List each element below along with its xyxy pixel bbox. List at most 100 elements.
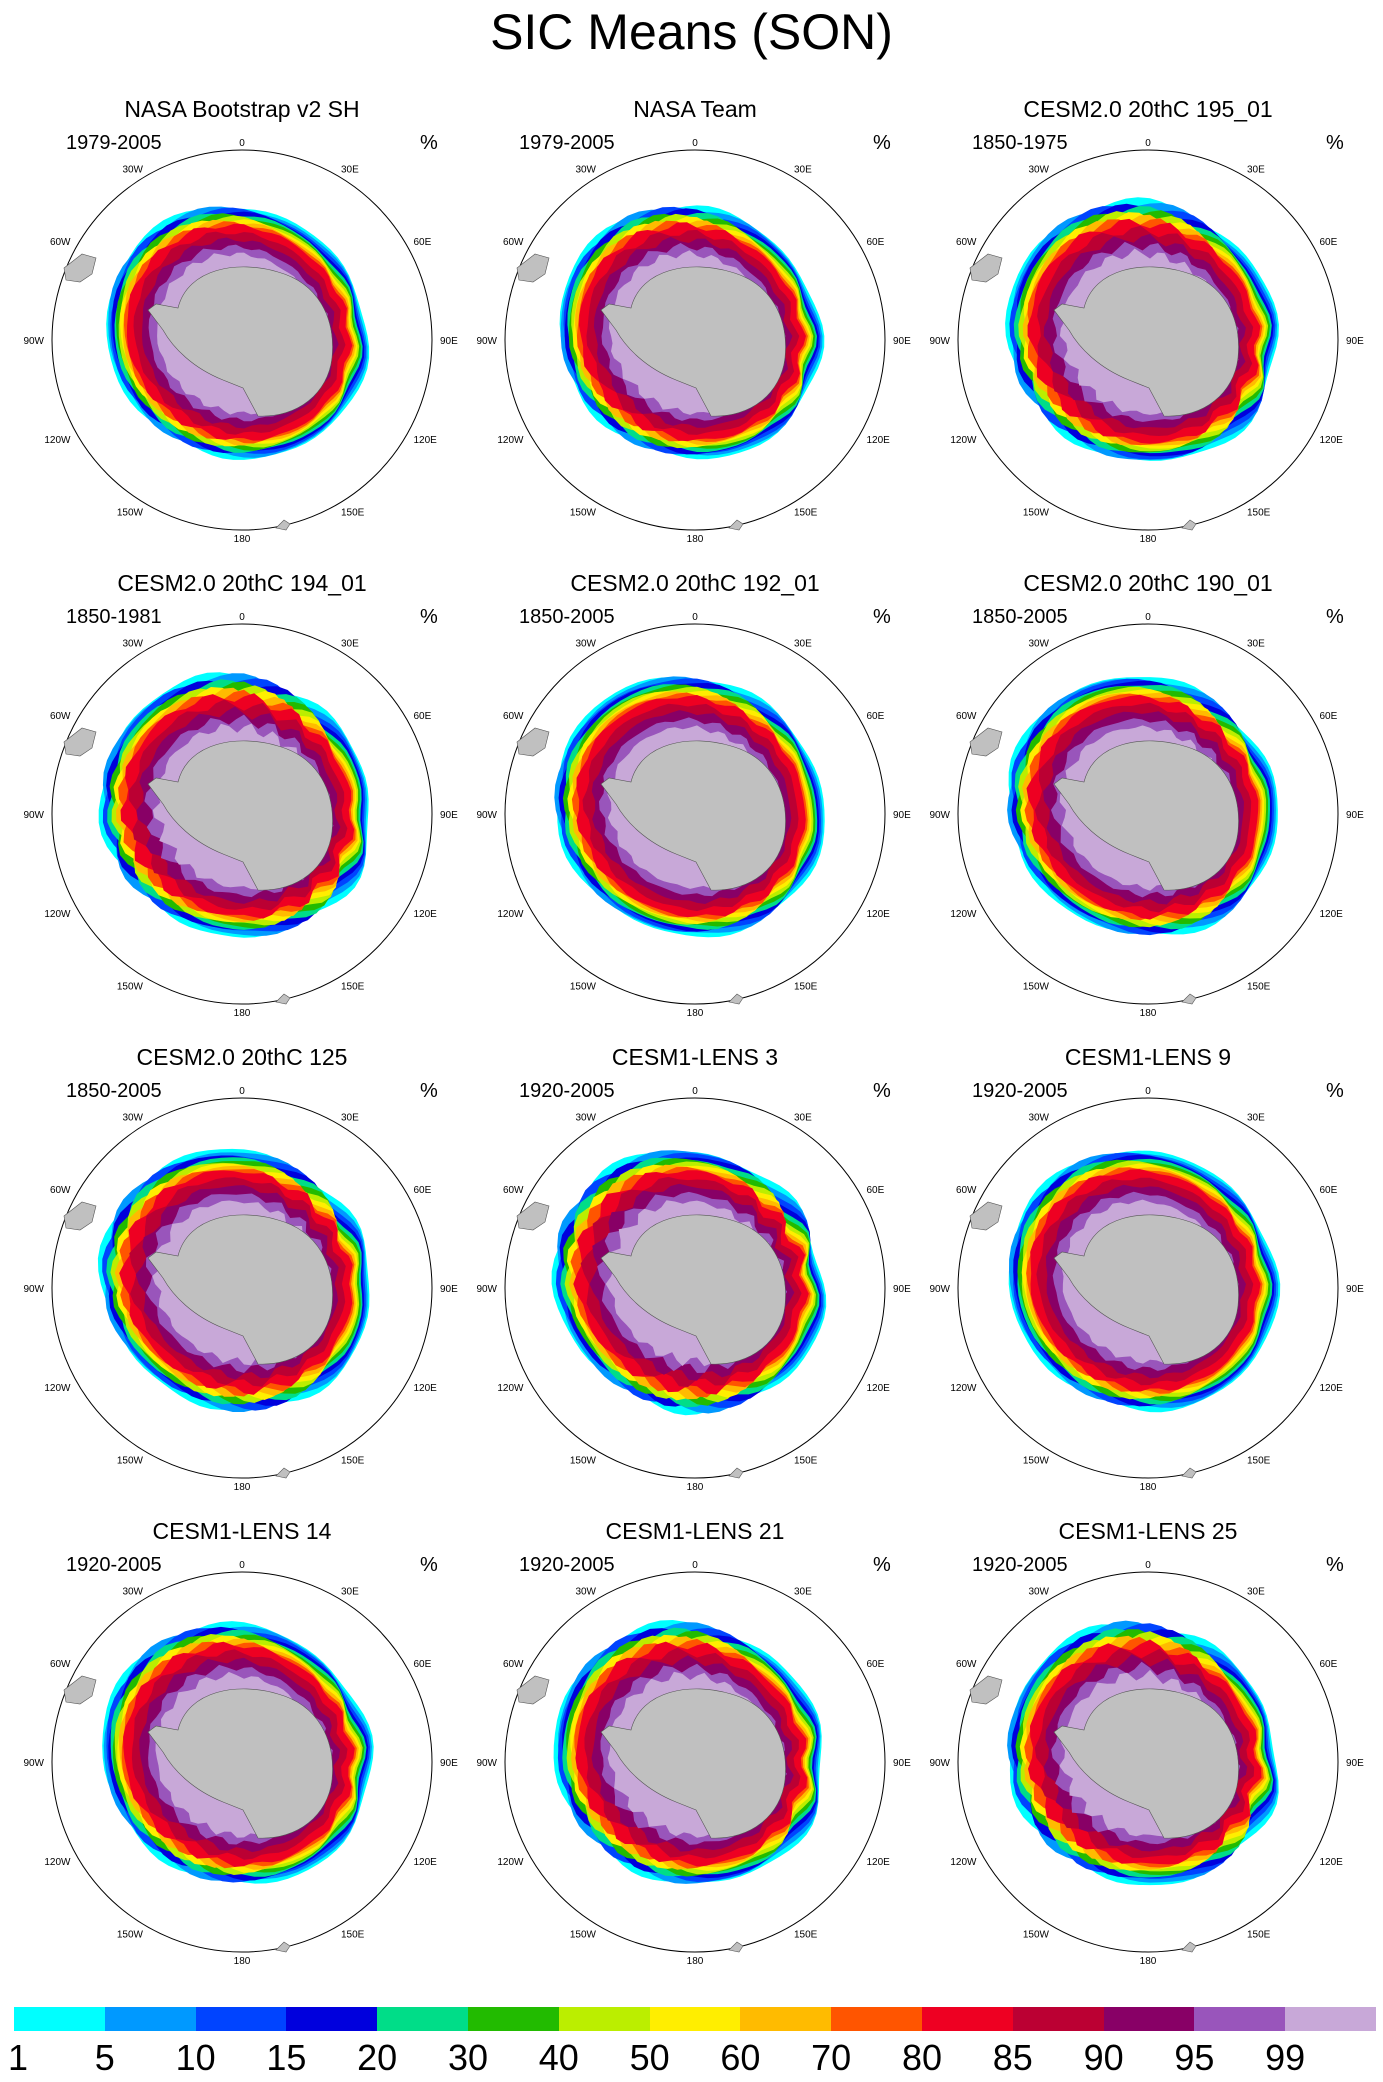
longitude-label: 60W: [503, 1185, 524, 1196]
panel-unit: %: [420, 1554, 438, 1576]
longitude-label: 0: [239, 612, 245, 623]
longitude-label: 90E: [893, 1758, 911, 1769]
longitude-label: 180: [1140, 534, 1157, 545]
colorbar-swatch: [1285, 2007, 1377, 2031]
longitude-label: 0: [1145, 1560, 1151, 1571]
longitude-label: 180: [234, 1008, 251, 1019]
longitude-label: 30E: [1247, 1113, 1265, 1124]
panel-title: CESM2.0 20thC 190_01: [1023, 570, 1273, 596]
longitude-label: 180: [234, 1956, 251, 1967]
new-zealand-landmass: [1181, 1467, 1197, 1479]
panel-unit: %: [420, 1080, 438, 1102]
longitude-label: 90E: [893, 336, 911, 347]
longitude-label: 120E: [867, 909, 891, 920]
longitude-label: 30W: [1028, 1113, 1049, 1124]
longitude-label: 120E: [1320, 435, 1344, 446]
south-america-landmass: [969, 253, 1003, 283]
longitude-label: 60E: [867, 1185, 885, 1196]
longitude-label: 30W: [1028, 165, 1049, 176]
longitude-label: 150W: [1023, 508, 1050, 519]
longitude-label: 150E: [341, 1930, 365, 1941]
longitude-label: 90W: [23, 336, 44, 347]
panel-title: CESM2.0 20thC 125: [136, 1044, 348, 1070]
panel-years: 1850-2005: [519, 606, 615, 628]
panel-unit: %: [873, 1554, 891, 1576]
colorbar-tick-label: 10: [175, 2037, 216, 2078]
longitude-label: 120E: [867, 1383, 891, 1394]
polar-map: 0 30E 60E 90E 120E 150E 180 150W 120W 90W 60W 30W: [929, 1086, 1364, 1493]
longitude-label: 120W: [44, 435, 71, 446]
longitude-label: 90E: [440, 336, 458, 347]
longitude-label: 0: [239, 1086, 245, 1097]
colorbar: [14, 2007, 1377, 2031]
longitude-label: 0: [239, 1560, 245, 1571]
longitude-label: 180: [1140, 1482, 1157, 1493]
colorbar-tick-label: 70: [811, 2037, 852, 2078]
panel-unit: %: [1326, 606, 1344, 628]
longitude-label: 120W: [950, 1857, 977, 1868]
colorbar-tick-label: 20: [357, 2037, 398, 2078]
longitude-label: 30W: [1028, 639, 1049, 650]
antarctica-landmass: [1053, 1214, 1239, 1365]
longitude-label: 120E: [414, 909, 438, 920]
south-america-landmass: [63, 1675, 97, 1705]
colorbar-tick-label: 15: [266, 2037, 307, 2078]
panel-title: CESM2.0 20thC 192_01: [570, 570, 820, 596]
longitude-label: 120E: [414, 1383, 438, 1394]
colorbar-tick-label: 1: [7, 2037, 29, 2078]
longitude-label: 150W: [117, 1456, 144, 1467]
longitude-label: 150E: [794, 1930, 818, 1941]
panel-title: CESM1-LENS 21: [605, 1518, 785, 1544]
colorbar-tick-label: 40: [538, 2037, 579, 2078]
colorbar-swatch: [377, 2007, 469, 2031]
longitude-label: 120W: [950, 909, 977, 920]
longitude-label: 180: [687, 1482, 704, 1493]
longitude-label: 60W: [956, 1185, 977, 1196]
colorbar-swatch: [831, 2007, 923, 2031]
colorbar-swatch: [286, 2007, 378, 2031]
colorbar-swatch: [195, 2007, 287, 2031]
longitude-label: 30E: [794, 639, 812, 650]
map-panel: CESM1-LENS 21 1920-2005% 0 30E 60E 90E 120E 150…: [475, 1517, 915, 1987]
longitude-label: 30E: [794, 1587, 812, 1598]
longitude-label: 30E: [341, 165, 359, 176]
longitude-label: 180: [234, 1482, 251, 1493]
longitude-label: 60E: [414, 1659, 432, 1670]
longitude-label: 60W: [50, 1185, 71, 1196]
colorbar-swatch: [649, 2007, 741, 2031]
panel-title: NASA Team: [633, 96, 757, 122]
longitude-label: 30E: [341, 639, 359, 650]
colorbar-swatch: [922, 2007, 1013, 2031]
antarctica-landmass: [1053, 740, 1239, 891]
longitude-label: 150E: [794, 1456, 818, 1467]
longitude-label: 60W: [503, 711, 524, 722]
longitude-label: 60E: [1320, 711, 1338, 722]
longitude-label: 120E: [1320, 909, 1344, 920]
colorbar-tick-label: 30: [447, 2037, 489, 2078]
polar-map: 0 30E 60E 90E 120E 150E 180 150W 120W 90W 60W 30W: [929, 138, 1364, 545]
map-panel: NASA Team 1979-2005% 0 30E 60E 90E 120E 150E 180…: [475, 95, 915, 565]
panel-title: CESM2.0 20thC 194_01: [117, 570, 367, 596]
longitude-label: 150E: [1247, 1930, 1271, 1941]
antarctica-landmass: [600, 740, 786, 891]
colorbar-tick-label: 85: [992, 2037, 1033, 2078]
panel-years: 1920-2005: [972, 1554, 1068, 1576]
longitude-label: 150E: [1247, 1456, 1271, 1467]
new-zealand-landmass: [275, 1467, 291, 1479]
south-america-landmass: [969, 1675, 1003, 1705]
antarctica-landmass: [600, 1214, 786, 1365]
new-zealand-landmass: [275, 993, 291, 1005]
longitude-label: 90W: [929, 336, 950, 347]
longitude-label: 120W: [497, 909, 524, 920]
longitude-label: 120E: [414, 1857, 438, 1868]
panel-years: 1920-2005: [972, 1080, 1068, 1102]
colorbar-swatch: [468, 2007, 559, 2031]
longitude-label: 120E: [867, 1857, 891, 1868]
longitude-label: 30W: [122, 1587, 143, 1598]
colorbar-tick-label: 60: [720, 2037, 761, 2078]
longitude-label: 60E: [414, 1185, 432, 1196]
longitude-label: 150E: [1247, 508, 1271, 519]
colorbar-tick-label: 50: [629, 2037, 670, 2078]
panel-years: 1850-1975: [972, 132, 1068, 154]
new-zealand-landmass: [1181, 1941, 1197, 1953]
